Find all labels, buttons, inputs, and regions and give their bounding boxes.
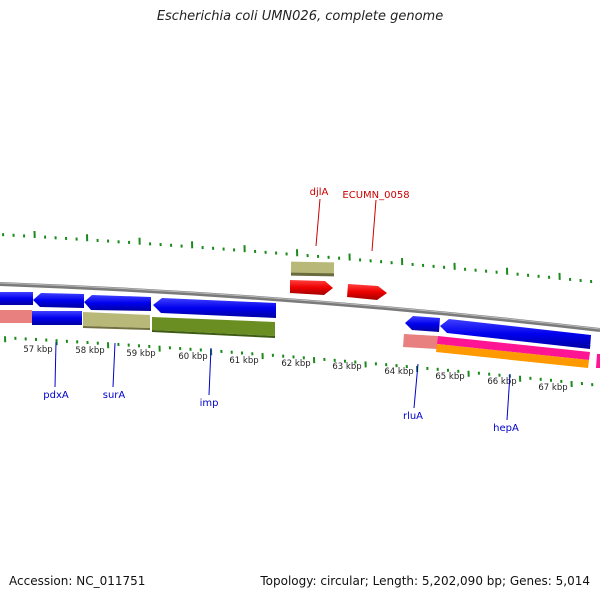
leader-ECUMN-0058: [371, 199, 377, 252]
feature-pink-rluA: [403, 334, 438, 349]
feature-pink-left: [0, 310, 32, 323]
kbp-label: 66 kbp: [487, 377, 516, 387]
leader-rluA: [413, 363, 419, 409]
map-title: Escherichia coli UMN026, complete genome: [156, 9, 444, 24]
gene-arrow-left-4: [153, 298, 276, 318]
kbp-label: 64 kbp: [384, 367, 413, 377]
gene-djlA-arrow: [290, 280, 333, 295]
kbp-label: 57 kbp: [23, 345, 52, 355]
feature-darkolive-imp: [152, 317, 275, 336]
leader-surA: [112, 342, 116, 388]
gene-ECUMN-0058-arrow: [347, 284, 387, 300]
kbp-label: 60 kbp: [178, 352, 207, 362]
label-pdxA: pdxA: [43, 390, 69, 401]
label-hepA: hepA: [493, 423, 519, 434]
kbp-label: 67 kbp: [538, 383, 567, 393]
label-surA: surA: [103, 390, 126, 401]
kbp-label: 58 kbp: [75, 346, 104, 356]
label-rluA: rluA: [403, 411, 423, 422]
leader-djlA: [315, 198, 321, 247]
feature-magenta-hepA: [437, 336, 590, 360]
leader-pdxA: [54, 341, 57, 388]
gene-arrow-rluA: [405, 316, 440, 332]
accession-text: Accession: NC_011751: [9, 574, 146, 588]
kbp-label: 62 kbp: [281, 359, 310, 369]
kbp-label: 63 kbp: [332, 362, 361, 372]
genome-backbone: [0, 282, 600, 332]
kbp-label: 65 kbp: [435, 372, 464, 382]
feature-magenta-right-edge: [596, 354, 600, 368]
label-ECUMN-0058: ECUMN_0058: [342, 190, 409, 201]
gene-arrow-left-1: [0, 292, 33, 305]
feature-olive-djlA: [290, 261, 335, 275]
leader-hepA: [506, 373, 511, 421]
feature-olive-surA: [83, 312, 150, 328]
inner-tick-row: [4, 336, 594, 388]
label-djlA: djlA: [310, 187, 329, 198]
leader-imp: [208, 347, 212, 396]
topology-text: Topology: circular; Length: 5,202,090 bp…: [260, 574, 590, 588]
outer-tick-row: [2, 230, 593, 284]
kbp-label: 59 kbp: [126, 349, 155, 359]
label-imp: imp: [200, 398, 219, 409]
feature-orange-hepA: [436, 344, 589, 368]
gene-arrow-left-3: [84, 295, 151, 311]
gene-arrow-left-2: [33, 293, 84, 308]
feature-blue-pdxA: [32, 311, 82, 325]
kbp-label: 61 kbp: [229, 356, 258, 366]
gene-arrow-hepA: [440, 319, 591, 349]
